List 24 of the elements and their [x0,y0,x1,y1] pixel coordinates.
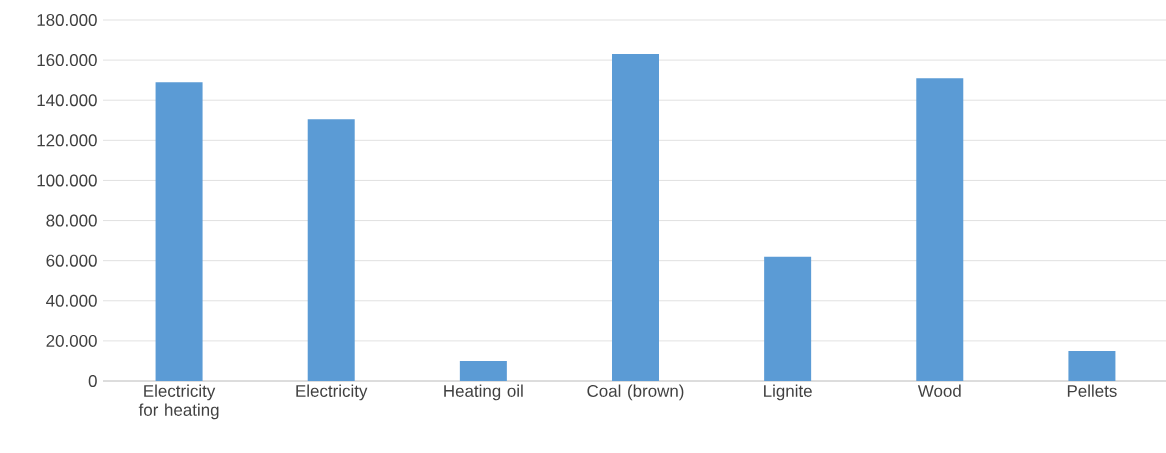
bar [459,360,507,381]
bar [155,82,203,381]
x-tick-label: Coal (brown) [587,384,684,401]
x-tick-label: Lignite [764,384,812,401]
y-tick-label: 100.000 [37,174,97,187]
y-tick-label: 40.000 [46,294,97,307]
bar [764,256,812,381]
bar [916,78,964,381]
y-tick-label: 0 [88,375,97,387]
x-tick-label: Electricity [296,384,368,401]
y-tick-label: 80.000 [46,214,97,227]
y-tick-label: 180.000 [37,14,97,26]
y-tick-label: 160.000 [37,54,97,67]
y-tick-label: 20.000 [46,334,97,347]
x-tick-label: Pellets [1067,384,1117,397]
bar [1068,350,1116,381]
bar [612,54,659,381]
y-tick-label: 60.000 [46,254,97,267]
x-tick-label: Wood [917,384,961,397]
x-tick-label: Electricity for heating [138,384,219,420]
x-tick-label: Heating oil [444,384,523,401]
y-tick-label: 140.000 [37,94,97,107]
y-tick-label: 120.000 [37,134,97,147]
bar [307,119,355,381]
